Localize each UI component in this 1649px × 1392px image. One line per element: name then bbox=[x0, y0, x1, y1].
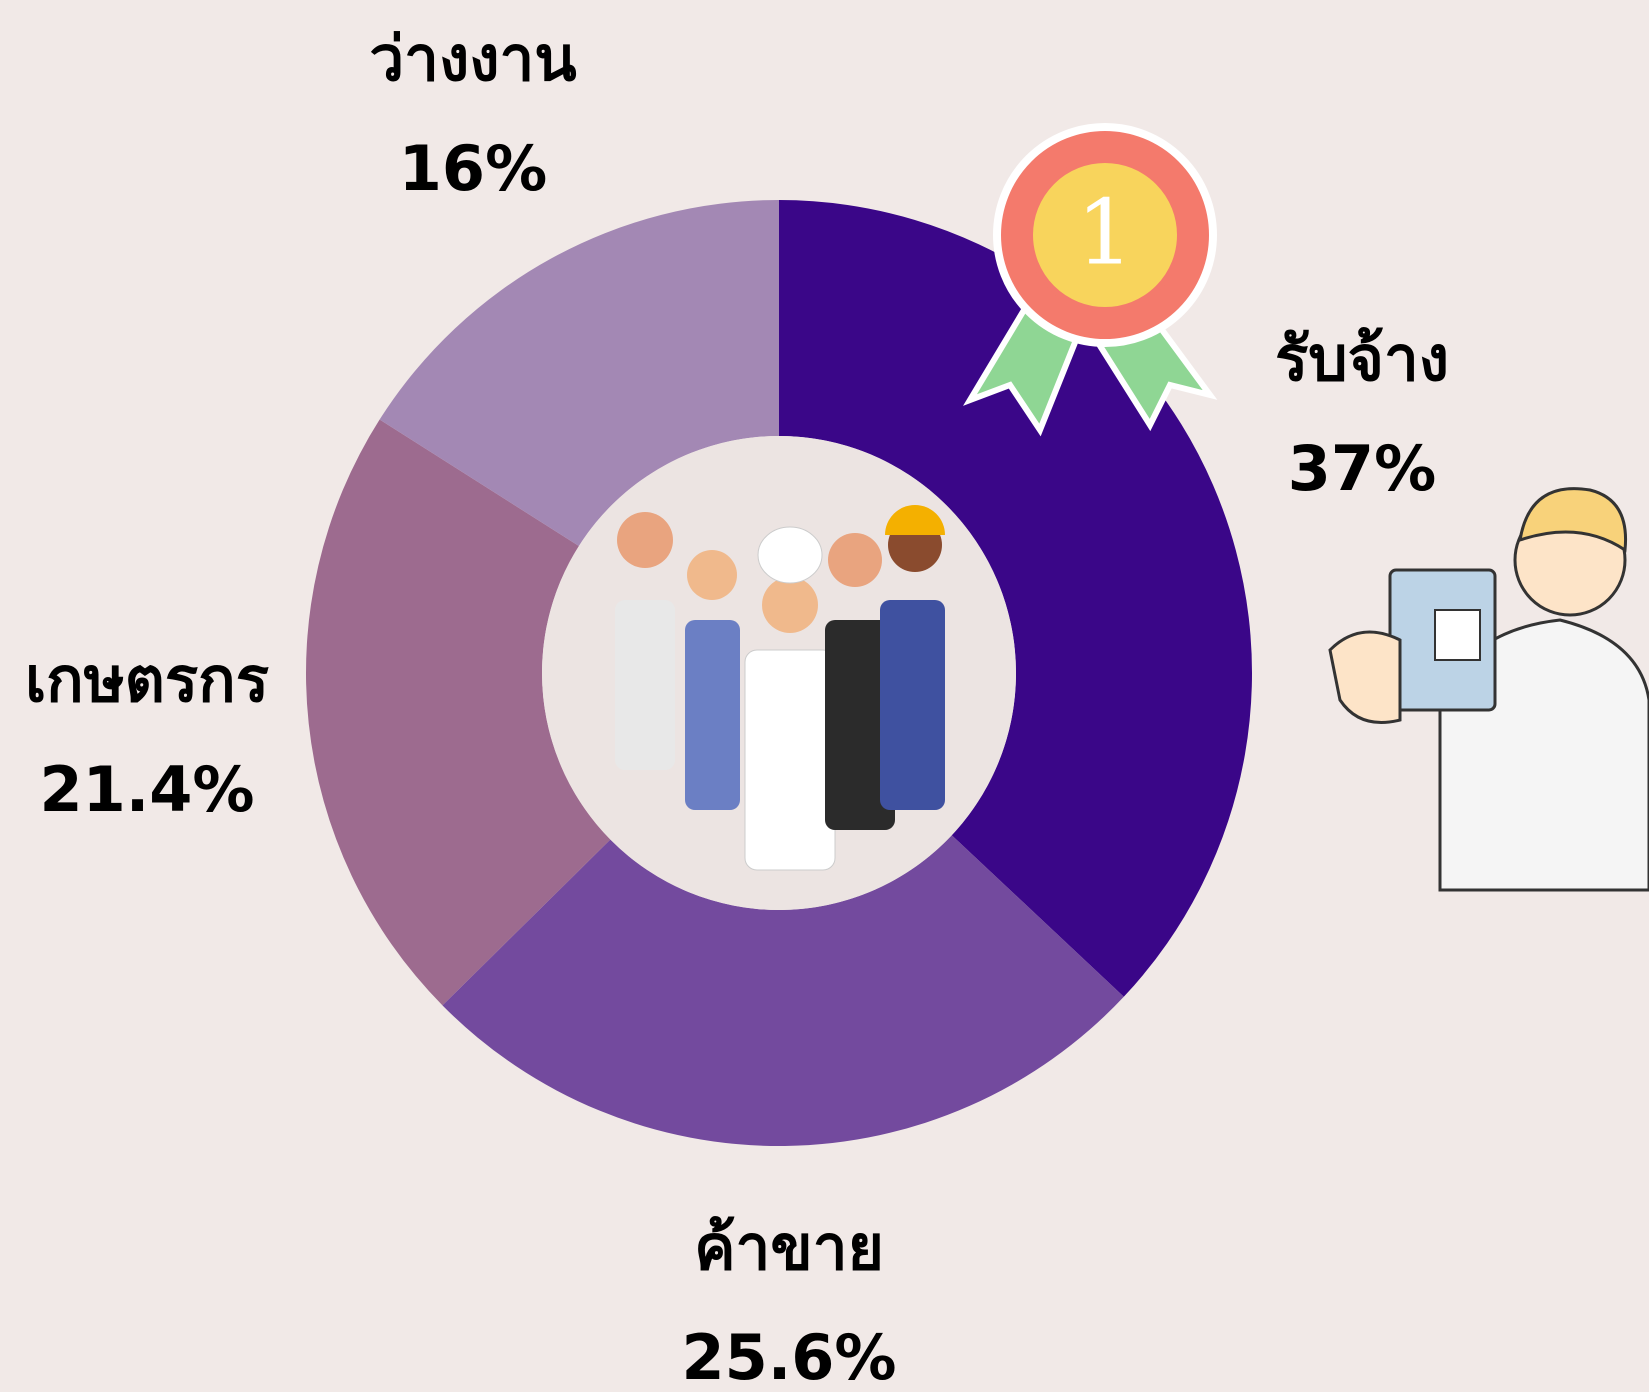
donut-slice bbox=[379, 200, 779, 547]
medal-number: 1 bbox=[1076, 180, 1133, 285]
value-label: 21.4% bbox=[39, 753, 254, 826]
category-label: ว่างงาน bbox=[369, 22, 576, 95]
donut-slice bbox=[306, 419, 611, 1006]
category-label: ค้าขาย bbox=[694, 1211, 884, 1284]
value-label: 37% bbox=[1288, 432, 1436, 505]
value-label: 25.6% bbox=[681, 1321, 896, 1392]
category-label: เกษตรกร bbox=[25, 643, 269, 716]
category-label: รับจ้าง bbox=[1275, 322, 1449, 395]
workers-illustration bbox=[615, 505, 945, 871]
donut-slice bbox=[442, 835, 1124, 1147]
person-illustration bbox=[1328, 487, 1649, 892]
medal-icon: 1 bbox=[963, 123, 1218, 437]
value-label: 16% bbox=[399, 132, 547, 205]
